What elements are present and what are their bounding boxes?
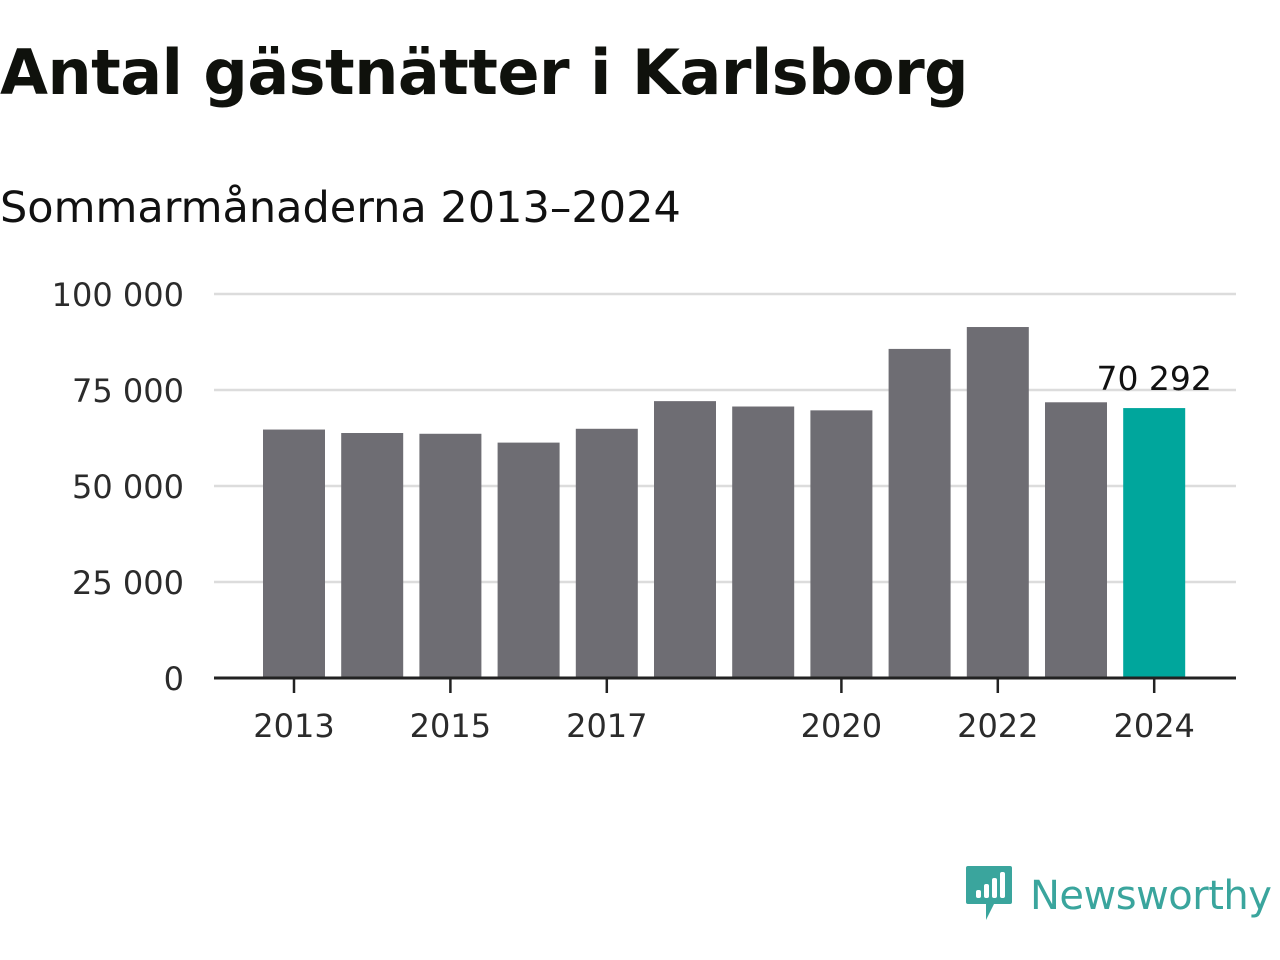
bar: [419, 433, 482, 678]
chart-title: Antal gästnätter i Karlsborg: [0, 36, 969, 109]
x-tick-label: 2022: [957, 707, 1038, 745]
bars: [263, 327, 1186, 678]
labels: 0 25 000 50 000 75 000 100 000 2013 2015 2017 20…: [52, 276, 1212, 745]
bar-highlight: [1123, 408, 1186, 678]
bar: [966, 327, 1029, 678]
y-tick-label: 25 000: [72, 564, 184, 602]
bar: [810, 410, 873, 678]
bar: [888, 348, 951, 678]
x-tick-label: 2017: [566, 707, 647, 745]
bar: [263, 429, 325, 678]
axes: [214, 676, 1236, 693]
y-tick-label: 75 000: [72, 372, 184, 410]
newsworthy-logo: Newsworthy: [964, 864, 1272, 928]
y-tick-label: 100 000: [52, 276, 184, 314]
chart-subtitle: Sommarmånaderna 2013–2024: [0, 183, 681, 233]
y-tick-label: 50 000: [72, 468, 184, 506]
bar: [1045, 402, 1107, 678]
data-label: 70 292: [1096, 359, 1211, 398]
bar: [732, 406, 795, 678]
y-tick-label: 0: [164, 660, 184, 698]
x-tick-label: 2020: [801, 707, 882, 745]
x-tick-label: 2013: [253, 707, 334, 745]
bar: [575, 428, 638, 678]
bar: [341, 433, 404, 678]
bar: [497, 442, 560, 678]
x-tick-label: 2015: [410, 707, 491, 745]
newsworthy-logo-text: Newsworthy: [1030, 873, 1272, 919]
newsworthy-logo-icon: [964, 864, 1014, 928]
bar: [654, 401, 716, 678]
x-tick-label: 2024: [1113, 707, 1194, 745]
